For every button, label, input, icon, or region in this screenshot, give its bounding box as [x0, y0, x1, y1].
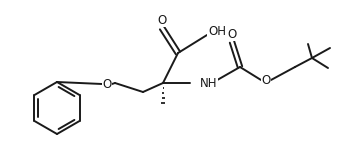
Text: O: O [261, 73, 270, 87]
Text: NH: NH [200, 77, 217, 89]
Text: O: O [102, 77, 112, 91]
Text: OH: OH [208, 24, 226, 38]
Text: O: O [158, 14, 167, 26]
Text: O: O [227, 28, 236, 41]
